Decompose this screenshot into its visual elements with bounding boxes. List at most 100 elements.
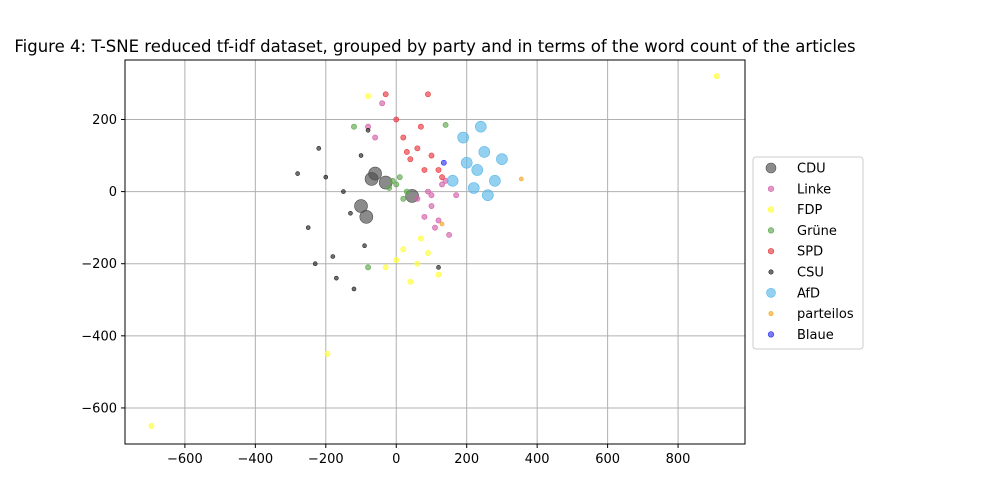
legend-marker — [766, 287, 776, 298]
scatter-point-csu — [436, 265, 441, 270]
scatter-point-csu — [348, 210, 353, 216]
scatter-point-grüne — [400, 195, 407, 202]
scatter-point-spd — [435, 167, 442, 173]
legend-label: FDP — [797, 203, 822, 218]
scatter-point-spd — [418, 123, 424, 130]
scatter-point-parteilos — [439, 221, 445, 227]
scatter-point-afd — [457, 131, 469, 144]
legend-label: Linke — [797, 182, 831, 197]
legend-label: SPD — [797, 245, 823, 260]
y-tick-label: −200 — [81, 257, 117, 272]
legend-label: CDU — [797, 162, 826, 177]
scatter-point-grüne — [365, 264, 371, 271]
scatter-point-csu — [312, 261, 318, 267]
chart-title: Figure 4: T-SNE reduced tf-idf dataset, … — [14, 37, 855, 56]
scatter-point-fdp — [407, 278, 414, 285]
legend-label: CSU — [797, 266, 824, 281]
scatter-point-spd — [400, 134, 407, 141]
scatter-point-csu — [316, 146, 322, 151]
scatter-points — [148, 73, 720, 429]
scatter-point-linke — [425, 188, 431, 195]
scatter-point-spd — [407, 156, 414, 163]
x-tick-label: −200 — [308, 452, 344, 467]
legend-label: Grüne — [797, 224, 837, 239]
scatter-point-linke — [432, 224, 438, 231]
plot-area — [125, 60, 745, 444]
grid-lines — [125, 60, 745, 444]
scatter-point-spd — [428, 152, 435, 159]
scatter-point-spd — [403, 149, 410, 155]
scatter-point-spd — [393, 116, 400, 123]
scatter-point-fdp — [414, 260, 421, 267]
scatter-point-afd — [474, 120, 487, 133]
scatter-point-linke — [414, 195, 421, 202]
legend-label: AfD — [797, 286, 820, 301]
scatter-point-grüne — [393, 181, 400, 188]
legend-label: parteilos — [797, 307, 854, 322]
scatter-point-csu — [341, 189, 346, 194]
legend-marker — [767, 331, 775, 338]
legend-marker — [767, 248, 775, 255]
scatter-point-fdp — [418, 235, 424, 242]
scatter-point-csu — [323, 174, 329, 180]
scatter-point-linke — [446, 231, 452, 238]
y-tick-label: 0 — [109, 185, 117, 200]
scatter-point-afd — [482, 189, 494, 202]
x-tick-label: 800 — [666, 452, 691, 467]
legend-marker — [767, 185, 775, 192]
x-tick-label: −400 — [237, 452, 273, 467]
scatter-point-spd — [421, 167, 428, 173]
scatter-point-afd — [446, 174, 459, 187]
scatter-point-csu — [330, 254, 336, 259]
scatter-point-csu — [365, 128, 371, 133]
scatter-point-csu — [351, 286, 357, 292]
scatter-point-cdu — [364, 172, 379, 186]
scatter-point-grüne — [403, 188, 410, 195]
scatter-point-cdu — [354, 199, 368, 213]
scatter-point-csu — [362, 243, 367, 248]
scatter-point-fdp — [425, 250, 431, 256]
scatter-point-afd — [496, 153, 508, 165]
scatter-point-afd — [460, 156, 473, 169]
scatter-point-csu — [358, 153, 364, 158]
scatter-point-grüne — [386, 185, 393, 191]
y-tick-label: −400 — [81, 329, 117, 344]
scatter-point-afd — [467, 182, 480, 194]
scatter-point-blaue — [440, 159, 447, 166]
scatter-point-grüne — [442, 122, 449, 128]
scatter-point-fdp — [435, 271, 442, 278]
scatter-point-afd — [471, 164, 484, 176]
legend-marker — [767, 206, 775, 213]
x-tick-label: 600 — [595, 452, 620, 467]
x-tick-label: 200 — [454, 452, 479, 467]
scatter-point-linke — [435, 217, 442, 224]
scatter-point-spd — [414, 145, 421, 152]
scatter-point-fdp — [393, 257, 400, 264]
scatter-point-csu — [295, 171, 300, 176]
scatter-point-afd — [489, 174, 501, 187]
x-axis: −600 −400 −200 0 200 400 600 800 — [167, 444, 690, 467]
legend-marker — [768, 269, 774, 275]
scatter-point-fdp — [324, 350, 331, 357]
scatter-point-linke — [428, 203, 435, 209]
scatter-point-linke — [428, 192, 435, 199]
legend: CDU Linke FDP Grüne SPD CSU AfD parteilos Blaue — [752, 156, 864, 350]
scatter-point-csu — [334, 275, 339, 281]
scatter-point-spd — [439, 174, 445, 181]
y-axis: −600 −400 −200 0 200 — [81, 113, 125, 416]
scatter-point-grüne — [389, 177, 396, 184]
scatter-point-linke — [372, 134, 379, 141]
scatter-point-fdp — [365, 93, 371, 99]
x-tick-label: 400 — [525, 452, 550, 467]
scatter-point-linke — [439, 181, 445, 188]
scatter-point-spd — [382, 91, 389, 98]
legend-label: Blaue — [797, 328, 834, 343]
legend-frame — [752, 156, 864, 350]
scatter-point-linke — [379, 100, 386, 107]
legend-entries: CDU Linke FDP Grüne SPD CSU AfD parteilos Blaue — [765, 162, 854, 343]
scatter-point-fdp — [148, 423, 155, 429]
legend-marker — [765, 162, 777, 174]
legend-marker — [767, 227, 775, 234]
x-tick-label: 0 — [392, 452, 400, 467]
